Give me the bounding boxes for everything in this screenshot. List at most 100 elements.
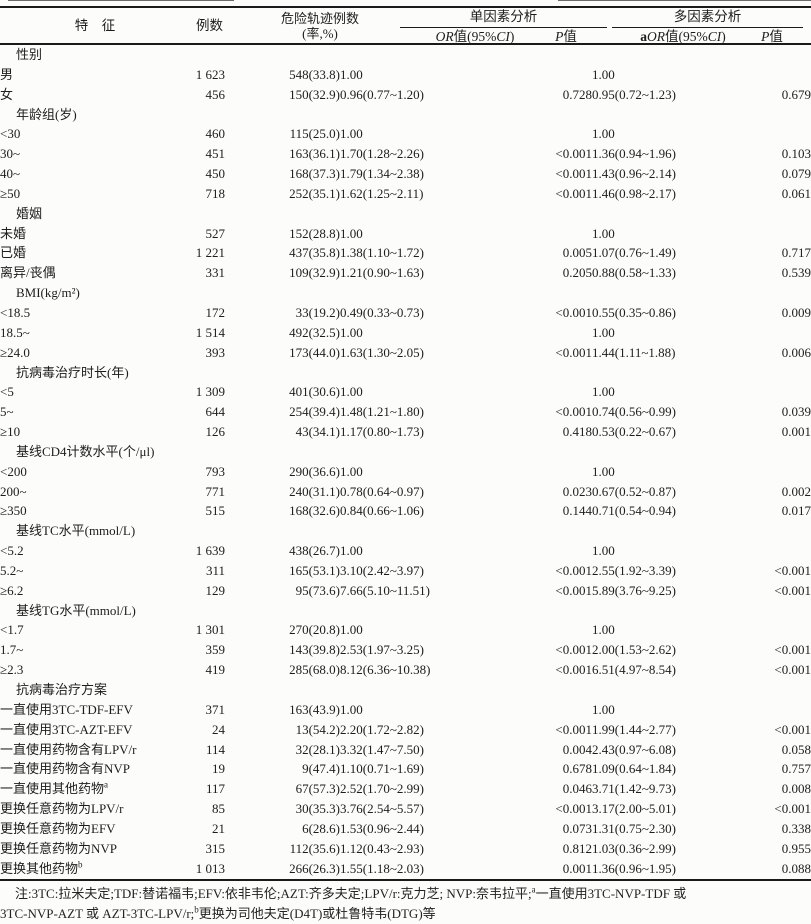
cell-or-ci — [340, 521, 525, 541]
row-label: <200 — [0, 463, 27, 479]
row-label: 一直使用药物含有LPV/r — [0, 741, 137, 757]
table-row: 18.5~ 1 514 492(32.5) 1.00 1.00 — [0, 323, 811, 343]
row-label: 5~ — [0, 404, 14, 420]
cell-p-value — [525, 462, 592, 482]
cell-p-value — [525, 283, 592, 303]
row-label: 30~ — [0, 146, 21, 162]
table-row: 5~ 644 254(39.4) 1.48(1.21~1.80) <0.001 0.74(… — [0, 402, 811, 422]
cell-p-value — [525, 323, 592, 343]
characteristic-group-row: 基线TC水平(mmol/L) — [0, 521, 811, 541]
cell-adjusted-p-value — [760, 620, 811, 640]
cell-adjusted-p-value: 0.001 — [781, 424, 811, 440]
cell-aor-ci: 3.17(2.00~5.01) — [592, 801, 676, 817]
cell-or-ci — [340, 442, 525, 462]
table-row: 一直使用药物含有LPV/r 114 32(28.1) 3.32(1.47~7.50) 0… — [0, 740, 811, 760]
table-row: 女 456 150(32.9) 0.96(0.77~1.20) 0.728 0.95(0.… — [0, 85, 811, 105]
cell-p-value — [525, 124, 592, 144]
characteristic-group-row: 婚姻 — [0, 204, 811, 224]
cell-p-value: <0.001 — [555, 146, 592, 162]
table-row: 一直使用药物含有NVP 19 9(47.4) 1.10(0.71~1.69) 0.678… — [0, 759, 811, 779]
cell-or-ci: 3.76(2.54~5.57) — [340, 801, 424, 817]
cell-p-value — [525, 224, 592, 244]
cell-aor-ci: 0.53(0.22~0.67) — [592, 424, 676, 440]
cell-adjusted-p-value: 0.757 — [781, 761, 811, 777]
cell-adjusted-p-value: 0.002 — [781, 483, 811, 499]
cell-or-ci: 1.38(1.10~1.72) — [340, 245, 424, 261]
row-label: 年龄组(岁) — [16, 106, 77, 122]
cell-aor-ci: 1.43(0.96~2.14) — [592, 166, 676, 182]
cell-adjusted-p-value: <0.001 — [774, 721, 811, 737]
cell-n: 311 — [205, 562, 225, 578]
row-label: 男 — [0, 66, 14, 82]
cell-adjusted-p-value — [760, 521, 811, 541]
cell-or-ci — [340, 45, 525, 65]
cell-p-value: 0.023 — [562, 483, 592, 499]
cell-risk-cases: 252(35.1) — [289, 185, 340, 201]
cell-n: 460 — [205, 126, 226, 142]
cell-aor-ci: 3.71(1.42~9.73) — [592, 781, 676, 797]
cell-or-ci: 1.00 — [340, 463, 363, 479]
cell-adjusted-p-value: 0.679 — [781, 86, 811, 102]
cell-or-ci: 1.00 — [340, 384, 363, 400]
cell-or-ci: 1.21(0.90~1.63) — [340, 265, 424, 281]
cell-p-value: <0.001 — [555, 404, 592, 420]
cell-or-ci: 3.10(2.42~3.97) — [340, 562, 424, 578]
cell-risk-cases — [225, 442, 340, 462]
cell-n: 359 — [205, 642, 226, 658]
cell-n: 172 — [205, 304, 226, 320]
cell-n: 451 — [205, 146, 226, 162]
footnote-line2: 3TC-NVP-AZT 或 AZT-3TC-LPV/r;b更换为司他夫定(D4T… — [0, 904, 436, 921]
header-risk-trajectory-line1: 危险轨迹例数 — [280, 11, 359, 26]
cell-or-ci: 2.53(1.97~3.25) — [340, 642, 424, 658]
cell-risk-cases: 32(28.1) — [295, 741, 340, 757]
characteristic-group-row: 性别 — [0, 45, 811, 65]
results-table-body: 性别男 1 623 548(33.8) 1.00 1.00 女 456 150(32.9) 0.… — [0, 45, 811, 878]
cell-or-ci — [340, 105, 525, 125]
cell-n: 1 013 — [195, 860, 225, 876]
cell-risk-cases: 150(32.9) — [289, 86, 340, 102]
row-label: 抗病毒治疗时长(年) — [16, 364, 129, 380]
row-label: ≥10 — [0, 424, 21, 440]
cell-adjusted-p-value: 0.079 — [781, 166, 811, 182]
cell-or-ci: 0.49(0.33~0.73) — [340, 304, 424, 320]
cell-aor-ci: 1.36(0.96~1.95) — [592, 860, 676, 876]
cell-aor-ci: 5.89(3.76~9.25) — [592, 582, 676, 598]
cell-aor-ci: 0.95(0.72~1.23) — [592, 86, 676, 102]
cell-n: 1 301 — [195, 622, 225, 638]
header-aor-ci-label: aOR值(95%CI) — [640, 29, 726, 44]
cell-n: 126 — [205, 424, 226, 440]
cell-aor-ci — [592, 680, 760, 700]
cell-n: 129 — [205, 582, 226, 598]
characteristic-group-row: 基线TG水平(mmol/L) — [0, 601, 811, 621]
cell-p-value — [525, 442, 592, 462]
cell-p-value — [525, 382, 592, 402]
table-row: 更换其他药物b 1 013 266(26.3) 1.55(1.18~2.03) 0.00… — [0, 859, 811, 879]
cell-adjusted-p-value — [760, 323, 811, 343]
cell-risk-cases: 163(36.1) — [289, 146, 340, 162]
cell-risk-cases: 163(43.9) — [289, 701, 340, 717]
cell-aor-ci: 1.46(0.98~2.17) — [592, 185, 676, 201]
cell-risk-cases — [225, 45, 340, 65]
row-label: BMI(kg/m²) — [16, 285, 80, 301]
cell-or-ci: 1.55(1.18~2.03) — [340, 860, 424, 876]
cell-or-ci: 1.00 — [340, 66, 363, 82]
table-row: ≥50 718 252(35.1) 1.62(1.25~2.11) <0.001 1.46… — [0, 184, 811, 204]
table-row: ≥350 515 168(32.6) 0.84(0.66~1.06) 0.144 0.71… — [0, 501, 811, 521]
cell-adjusted-p-value: <0.001 — [774, 642, 811, 658]
cell-p-value: 0.812 — [562, 840, 592, 856]
row-label: <5 — [0, 384, 14, 400]
cell-p-value — [525, 541, 592, 561]
cell-adjusted-p-value: 0.955 — [781, 840, 811, 856]
cell-risk-cases: 33(19.2) — [295, 304, 340, 320]
cell-aor-ci: 1.07(0.76~1.49) — [592, 245, 676, 261]
cell-risk-cases — [225, 363, 340, 383]
cell-aor-ci: 0.55(0.35~0.86) — [592, 304, 676, 320]
row-label: 女 — [0, 86, 14, 102]
cell-risk-cases: 266(26.3) — [289, 860, 340, 876]
cell-risk-cases: 492(32.5) — [289, 324, 340, 340]
cell-risk-cases — [225, 521, 340, 541]
cell-p-value — [525, 105, 592, 125]
cell-n: 527 — [205, 225, 226, 241]
cell-adjusted-p-value — [760, 224, 811, 244]
